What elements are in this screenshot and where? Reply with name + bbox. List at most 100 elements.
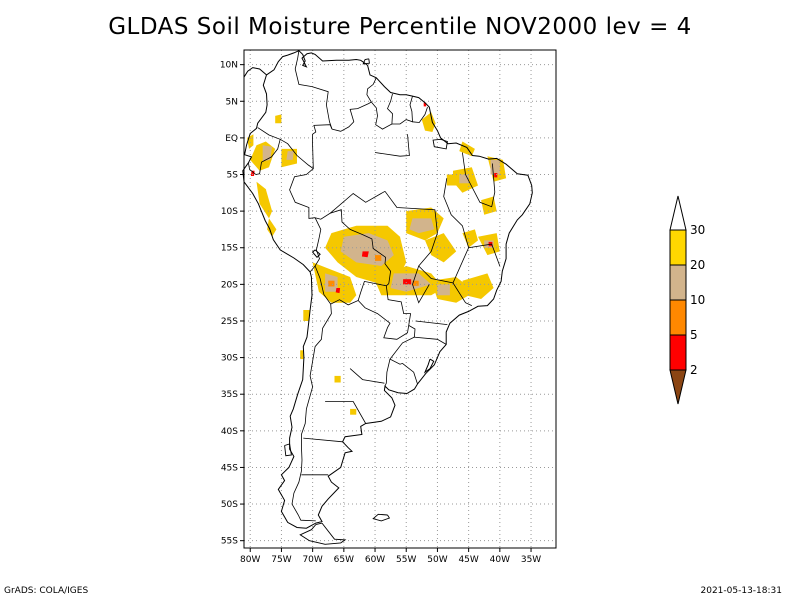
lat-tick-label: 15S	[221, 244, 238, 254]
lake-titicaca	[311, 249, 321, 259]
percentile-patch	[334, 375, 341, 383]
lat-tick-label: EQ	[225, 134, 238, 144]
island-coastline	[432, 138, 448, 150]
continent-coastline	[242, 50, 533, 529]
percentile-patch	[437, 284, 450, 296]
political-border	[452, 282, 472, 306]
political-border	[357, 285, 412, 340]
panama-coastline	[243, 67, 267, 79]
longitude-axis: 80W 75W 70W 65W 60W 55W 50W 45W 40W 35W	[240, 548, 541, 565]
percentile-patch	[250, 170, 255, 176]
percentile-patch	[262, 145, 273, 162]
legend-swatch	[669, 299, 687, 336]
percentile-patch	[286, 151, 294, 160]
lat-tick-label: 10S	[221, 207, 238, 217]
lon-tick-label: 35W	[521, 555, 541, 565]
lon-tick-label: 70W	[302, 555, 322, 565]
color-legend: 30 20 10 5 2	[669, 195, 705, 405]
legend-swatch	[669, 334, 687, 371]
lat-tick-label: 55S	[221, 537, 238, 547]
coastline-layer	[242, 50, 533, 545]
lat-tick-label: 40S	[221, 427, 238, 437]
lagoa-dos-patos	[423, 358, 435, 374]
map-frame	[243, 49, 557, 549]
legend-swatch	[669, 229, 687, 266]
legend-swatch	[669, 264, 687, 301]
percentile-patch	[375, 255, 382, 261]
lat-tick-label: 30S	[221, 354, 238, 364]
percentile-patch	[267, 218, 277, 237]
percentile-patch	[462, 229, 478, 248]
percentile-patch	[459, 174, 469, 184]
lon-tick-label: 80W	[240, 555, 260, 565]
political-border	[391, 95, 413, 125]
lon-tick-label: 40W	[490, 555, 510, 565]
political-border	[389, 325, 418, 385]
lat-tick-label: 25S	[221, 317, 238, 327]
political-border	[294, 50, 333, 130]
percentile-patch	[256, 181, 273, 219]
percentile-patch	[275, 114, 282, 124]
lon-tick-label: 45W	[458, 555, 478, 565]
percentile-patch	[462, 273, 494, 299]
legend-label: 30	[690, 223, 705, 237]
lat-tick-label: 20S	[221, 280, 238, 290]
lon-tick-label: 60W	[365, 555, 385, 565]
political-border	[291, 304, 332, 522]
lat-tick-label: 50S	[221, 500, 238, 510]
political-border	[248, 139, 281, 175]
percentile-patch	[494, 173, 498, 178]
lon-tick-label: 50W	[427, 555, 447, 565]
lon-tick-label: 65W	[334, 555, 354, 565]
percentile-patch	[328, 280, 335, 287]
percentile-patch	[403, 279, 412, 285]
percentile-patch	[446, 174, 457, 186]
legend-label: 10	[690, 293, 705, 307]
political-border	[443, 178, 469, 248]
political-border	[314, 265, 390, 306]
political-border	[384, 359, 391, 387]
island-coastline	[284, 443, 292, 457]
percentile-shading-layer	[247, 102, 507, 415]
grid-lines	[244, 50, 556, 548]
political-border	[325, 401, 367, 424]
lat-tick-label: 5N	[226, 97, 238, 107]
legend-label: 2	[690, 363, 698, 377]
footer-credit: GrADS: COLA/IGES	[4, 586, 89, 596]
political-border	[329, 190, 386, 214]
percentile-patch	[300, 350, 304, 360]
percentile-patch	[459, 141, 475, 157]
lon-tick-label: 75W	[271, 555, 291, 565]
political-border	[412, 106, 428, 123]
political-border	[412, 265, 430, 304]
political-border	[384, 191, 438, 234]
political-border	[349, 368, 385, 384]
lat-tick-label: 45S	[221, 463, 238, 473]
lat-tick-label: 10N	[220, 61, 238, 71]
political-border	[418, 232, 501, 284]
political-border	[303, 437, 343, 443]
percentile-patch	[303, 310, 310, 321]
island-coastline	[362, 58, 370, 65]
political-border	[413, 336, 447, 345]
island-coastline	[299, 522, 347, 545]
island-coastline	[372, 513, 391, 522]
percentile-patch	[421, 112, 436, 132]
percentile-patch	[409, 218, 435, 234]
percentile-patch	[412, 280, 419, 286]
political-border	[462, 152, 496, 208]
legend-cap-top	[669, 195, 687, 231]
lat-tick-label: 35S	[221, 390, 238, 400]
map-title: GLDAS Soil Moisture Percentile NOV2000 l…	[108, 14, 692, 40]
legend-label: 20	[690, 258, 705, 272]
percentile-patch	[350, 408, 357, 415]
percentile-patch	[335, 288, 341, 294]
political-border	[331, 77, 377, 132]
political-border	[374, 134, 410, 157]
footer-timestamp: 2021-05-13-18:31	[700, 586, 783, 596]
legend-label: 5	[690, 328, 698, 342]
percentile-patch	[490, 159, 500, 175]
percentile-patch	[361, 251, 369, 258]
latitude-axis: 10N 5N EQ 5S 10S 15S 20S 25S 30S 35S 40S 45S 50S 55S	[220, 61, 244, 547]
